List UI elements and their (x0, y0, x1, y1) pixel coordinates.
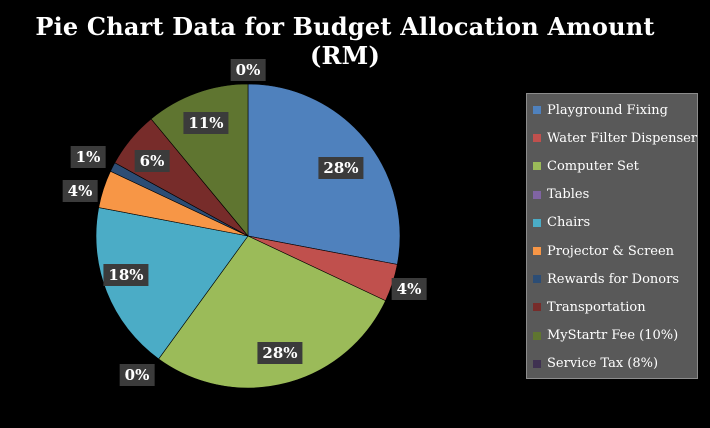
data-label-rewards-for-donors: 1% (70, 146, 106, 168)
legend-label: Projector & Screen (547, 243, 675, 259)
legend-label: Computer Set (547, 158, 639, 174)
legend-item-transportation: Transportation (533, 293, 697, 321)
legend-item-chairs: Chairs (533, 209, 697, 237)
legend-label: MyStartr Fee (10%) (547, 328, 679, 344)
legend-swatch (533, 190, 541, 199)
legend-swatch (533, 218, 541, 227)
data-label-projector-screen: 4% (62, 180, 98, 202)
legend-swatch (533, 275, 541, 284)
legend-label: Tables (547, 187, 590, 203)
pie-slice-computer-set (158, 235, 386, 389)
legend-label: Chairs (547, 215, 591, 231)
data-label-mystartr-fee-10: 11% (183, 112, 229, 134)
legend-item-computer-set: Computer Set (533, 152, 697, 180)
legend-swatch (533, 162, 541, 171)
legend-swatch (533, 331, 541, 340)
pie-slice-chairs (95, 207, 249, 360)
legend-label: Water Filter Dispenser (547, 130, 698, 146)
legend-label: Rewards for Donors (547, 271, 680, 287)
legend-item-mystartr-fee-10: MyStartr Fee (10%) (533, 322, 697, 350)
data-label-service-tax-8: 0% (230, 59, 266, 81)
legend-swatch (533, 134, 541, 143)
data-label-tables: 0% (119, 364, 155, 386)
legend-item-tables: Tables (533, 181, 697, 209)
legend-item-projector-screen: Projector & Screen (533, 237, 697, 265)
legend-label: Transportation (547, 299, 646, 315)
legend-swatch (533, 247, 541, 256)
data-label-water-filter-dispenser: 4% (391, 278, 427, 300)
chart-title: Pie Chart Data for Budget Allocation Amo… (35, 12, 655, 70)
data-label-chairs: 18% (103, 264, 149, 286)
legend-item-service-tax-8: Service Tax (8%) (533, 350, 697, 378)
legend-swatch (533, 303, 541, 312)
data-label-playground-fixing: 28% (318, 157, 364, 179)
legend-item-playground-fixing: Playground Fixing (533, 96, 697, 124)
legend-label: Service Tax (8%) (547, 356, 659, 372)
legend-label: Playground Fixing (547, 102, 668, 118)
legend-swatch (533, 106, 541, 115)
legend-item-water-filter-dispenser: Water Filter Dispenser (533, 124, 697, 152)
data-label-computer-set: 28% (257, 342, 303, 364)
data-label-transportation: 6% (134, 150, 170, 172)
legend-swatch (533, 359, 541, 368)
legend: Playground Fixing Water Filter Dispenser C… (526, 93, 698, 379)
legend-item-rewards-for-donors: Rewards for Donors (533, 265, 697, 293)
